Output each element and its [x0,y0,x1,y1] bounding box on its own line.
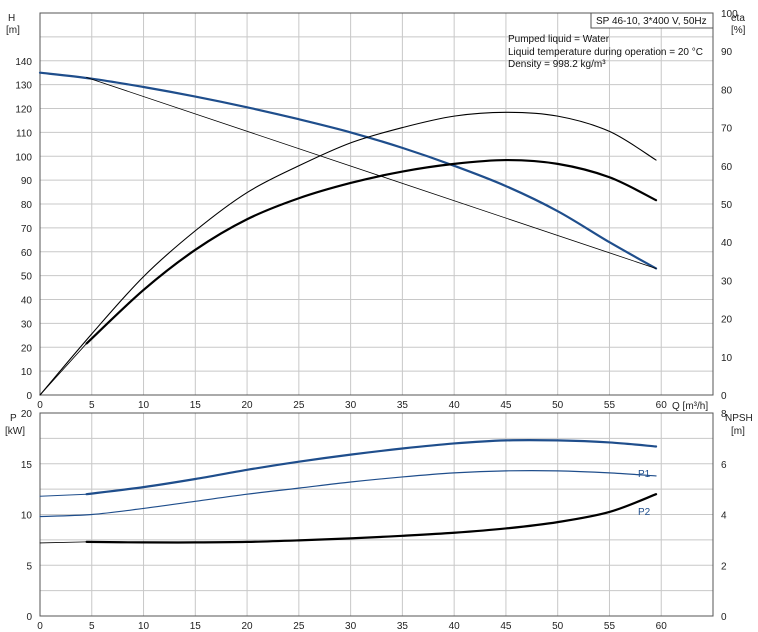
bottom-x-tick-label: 0 [37,621,43,632]
top-grid [40,13,713,395]
top-series-0-line [38,71,658,270]
top-right-tick-label: 0 [721,391,727,402]
top-left-tick-label: 70 [21,224,33,235]
top-left-tick-label: 140 [15,57,32,68]
bottom-x-tick-label: 20 [242,621,254,632]
top-left-tick-label: 10 [21,367,33,378]
bottom-series-4-line [39,541,87,544]
bottom-plot-frame [39,412,714,617]
top-right-tick-label: 60 [721,162,733,173]
top-right-tick-label: 10 [721,353,733,364]
bottom-left-tick-label: 15 [21,460,33,471]
top-left-tick-label: 60 [21,248,33,259]
p-axis-unit: [kW] [5,426,25,437]
h-axis-label: H [8,13,15,24]
top-series-4-line [39,343,87,396]
bottom-x-tick-label: 40 [449,621,461,632]
bottom-x-tick-label: 30 [345,621,357,632]
top-x-tick-label: 50 [552,400,564,411]
top-left-tick-label: 120 [15,105,32,116]
top-left-tick-label: 20 [21,343,33,354]
top-left-tick-label: 110 [16,128,32,139]
top-right-tick-label: 70 [721,124,733,135]
bottom-left-tick-label: 10 [21,511,33,522]
top-left-tick-label: 40 [21,296,33,307]
bottom-x-tick-label: 15 [190,621,202,632]
pump-title-box [590,12,714,29]
top-x-tick-label: 25 [293,400,305,411]
bottom-series [39,438,658,544]
bottom-x-tick-label: 35 [397,621,409,632]
top-x-tick-label: 30 [345,400,357,411]
h-axis-unit: [m] [6,25,20,36]
top-x-tick-label: 55 [604,400,616,411]
eta-axis-unit: [%] [731,25,746,36]
top-left-tick-label: 130 [15,81,32,92]
top-series-1-line [86,77,657,269]
bottom-grid [40,413,713,616]
top-series [38,71,658,396]
top-series-3-line [85,158,658,345]
bottom-x-tick-label: 5 [89,621,95,632]
top-right-tick-label: 90 [721,47,733,58]
top-x-tick-label: 15 [190,400,202,411]
eta-axis-label: eta [731,13,745,24]
annotation-temperature: Liquid temperature during operation = 20… [508,47,703,58]
bottom-series-0-line [85,438,658,496]
bottom-x-tick-label: 60 [656,621,668,632]
top-left-tick-label: 90 [21,176,33,187]
top-x-tick-label: 20 [242,400,254,411]
p-axis-label: P [10,413,17,424]
bottom-right-tick-label: 8 [721,409,727,420]
top-plot-frame [39,12,714,396]
npsh-axis-label: NPSH [725,413,753,424]
top-x-tick-label: 45 [500,400,512,411]
bottom-x-tick-label: 25 [293,621,305,632]
top-ticks: 0 5 10 15 20 25 30 35 40 45 50 55 60 0 10 20 30 40 50 60 70 8… [15,9,738,411]
top-x-tick-label: 35 [397,400,409,411]
bottom-left-tick-label: 0 [26,612,32,623]
p1-series-label: P1 [638,469,651,480]
top-right-tick-label: 80 [721,85,733,96]
top-left-tick-label: 30 [21,319,33,330]
bottom-right-tick-label: 6 [721,460,727,471]
bottom-series-3-line [85,493,658,544]
pump-title: SP 46-10, 3*400 V, 50Hz [596,16,707,27]
top-x-tick-label: 10 [138,400,150,411]
top-right-tick-label: 30 [721,276,733,287]
top-left-tick-label: 0 [26,391,32,402]
top-x-tick-label: 40 [449,400,461,411]
top-series-2-line [39,111,657,396]
top-left-tick-label: 80 [21,200,33,211]
top-left-tick-label: 100 [15,152,32,163]
top-left-tick-label: 50 [21,272,33,283]
annotation-liquid: Pumped liquid = Water [508,34,610,45]
top-right-tick-label: 50 [721,200,733,211]
top-x-tick-label: 5 [89,400,95,411]
bottom-left-tick-label: 5 [26,561,32,572]
bottom-ticks: 0 5 10 15 20 25 30 35 40 45 50 55 60 0 5 10 15 20 0 2 4 6 8 [21,409,727,632]
bottom-x-tick-label: 10 [138,621,150,632]
bottom-series-1-line [39,493,88,497]
q-axis-label: Q [m³/h] [672,401,708,412]
top-right-tick-label: 40 [721,238,733,249]
bottom-left-tick-label: 20 [21,409,33,420]
p2-series-label: P2 [638,507,651,518]
bottom-right-tick-label: 2 [721,561,727,572]
top-x-tick-label: 0 [37,400,43,411]
annotation-density: Density = 998.2 kg/m³ [508,59,606,70]
bottom-x-tick-label: 45 [500,621,512,632]
top-x-tick-label: 60 [656,400,668,411]
bottom-x-tick-label: 50 [552,621,564,632]
bottom-x-tick-label: 55 [604,621,616,632]
bottom-right-tick-label: 0 [721,612,727,623]
bottom-right-tick-label: 4 [721,511,727,522]
top-right-tick-label: 100 [721,9,738,20]
top-right-tick-label: 20 [721,315,733,326]
bottom-series-2-line [39,470,657,518]
npsh-axis-unit: [m] [731,426,745,437]
